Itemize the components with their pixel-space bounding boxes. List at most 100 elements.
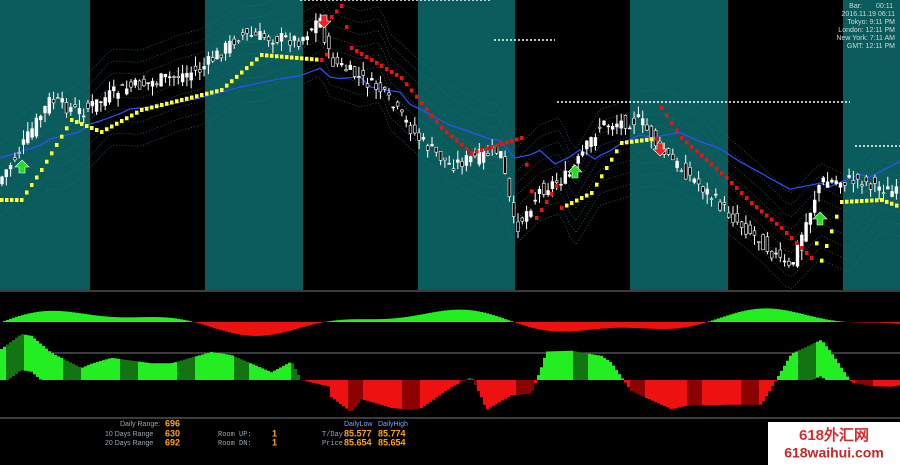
candle bbox=[232, 38, 236, 45]
osc-bar bbox=[72, 312, 75, 322]
momentum-bar bbox=[411, 380, 414, 410]
trend-dot bbox=[780, 226, 784, 230]
trend-dot bbox=[790, 236, 794, 240]
osc-bar bbox=[294, 322, 297, 330]
momentum-bar bbox=[348, 380, 351, 411]
trend-dot bbox=[740, 191, 744, 195]
osc-bar bbox=[78, 313, 81, 322]
trend-dot bbox=[25, 190, 29, 195]
candle bbox=[408, 125, 413, 134]
osc-bar bbox=[804, 314, 807, 322]
momentum-bar bbox=[480, 380, 483, 398]
osc-bar bbox=[237, 322, 240, 335]
date: 2016.11.19 06:11 bbox=[842, 11, 896, 18]
momentum-bar bbox=[420, 380, 423, 409]
momentum-bar bbox=[69, 362, 72, 380]
osc-bar bbox=[75, 312, 78, 322]
osc-bar bbox=[69, 311, 72, 322]
momentum-bar bbox=[30, 335, 33, 372]
trend-dot bbox=[670, 121, 674, 125]
momentum-bar bbox=[150, 363, 153, 380]
candle bbox=[709, 198, 714, 200]
momentum-bar bbox=[852, 380, 855, 383]
candle bbox=[387, 92, 391, 96]
momentum-bar bbox=[723, 380, 726, 405]
candle bbox=[481, 150, 486, 163]
momentum-bar bbox=[351, 380, 354, 412]
candle bbox=[507, 178, 512, 197]
envelope bbox=[0, 75, 900, 289]
candle bbox=[860, 184, 864, 187]
candle bbox=[94, 99, 99, 112]
osc-bar bbox=[156, 317, 159, 322]
momentum-bar bbox=[816, 341, 819, 378]
candle bbox=[456, 159, 460, 163]
trend-dot bbox=[415, 94, 419, 99]
osc-bar bbox=[597, 322, 600, 329]
osc-bar bbox=[351, 319, 354, 322]
candle bbox=[202, 66, 206, 70]
label: DailyLow bbox=[344, 421, 373, 428]
momentum-bar bbox=[894, 380, 897, 387]
osc-bar bbox=[726, 315, 729, 322]
osc-bar bbox=[393, 318, 396, 322]
candle bbox=[17, 152, 21, 154]
trend-dot bbox=[665, 113, 669, 118]
momentum-bar bbox=[135, 361, 138, 380]
momentum-bar bbox=[102, 360, 105, 380]
osc-bar bbox=[354, 319, 357, 322]
osc-bar bbox=[879, 322, 882, 323]
osc-bar bbox=[498, 317, 501, 322]
osc-bar bbox=[702, 322, 705, 324]
osc-bar bbox=[111, 316, 114, 322]
momentum-bar bbox=[606, 359, 609, 380]
trend-dot bbox=[440, 126, 444, 130]
candle bbox=[894, 186, 899, 194]
momentum-bar bbox=[729, 380, 732, 405]
candle bbox=[675, 160, 679, 168]
momentum-bar bbox=[432, 380, 435, 400]
label: T/Day bbox=[322, 431, 343, 439]
osc-bar bbox=[345, 319, 348, 322]
momentum-bar bbox=[390, 380, 393, 408]
candle bbox=[748, 224, 752, 234]
indicator-panels bbox=[0, 308, 900, 412]
osc-bar bbox=[558, 322, 561, 332]
momentum-bar bbox=[72, 363, 75, 380]
trend-dot bbox=[355, 49, 359, 53]
candle bbox=[211, 57, 215, 62]
value: 1 bbox=[272, 437, 277, 447]
trend-dot bbox=[15, 198, 19, 202]
momentum-bar bbox=[336, 380, 339, 402]
osc-bar bbox=[60, 311, 63, 322]
trend-dot bbox=[480, 148, 484, 152]
candle bbox=[623, 115, 628, 129]
momentum-bar bbox=[138, 361, 141, 380]
momentum-bar bbox=[576, 351, 579, 380]
signal-arrow bbox=[14, 159, 30, 174]
momentum-bar bbox=[489, 380, 492, 408]
candle bbox=[800, 234, 804, 251]
momentum-bar bbox=[405, 380, 408, 410]
momentum-bar bbox=[288, 362, 291, 380]
candle bbox=[804, 222, 808, 242]
osc-bar bbox=[870, 322, 873, 323]
trend-dot bbox=[595, 182, 599, 187]
osc-bar bbox=[708, 321, 711, 322]
osc-bar bbox=[819, 318, 822, 322]
osc-bar bbox=[93, 315, 96, 322]
osc-bar bbox=[336, 320, 339, 322]
momentum-bar bbox=[282, 365, 285, 380]
momentum-bar bbox=[810, 344, 813, 380]
momentum-bar bbox=[789, 355, 792, 380]
trend-dot bbox=[175, 99, 179, 104]
trend-dot bbox=[260, 53, 264, 57]
osc-bar bbox=[873, 322, 876, 323]
osc-bar bbox=[756, 308, 759, 322]
osc-bar bbox=[417, 315, 420, 322]
osc-bar bbox=[99, 315, 102, 322]
osc-bar bbox=[783, 310, 786, 322]
momentum-bar bbox=[144, 362, 147, 380]
